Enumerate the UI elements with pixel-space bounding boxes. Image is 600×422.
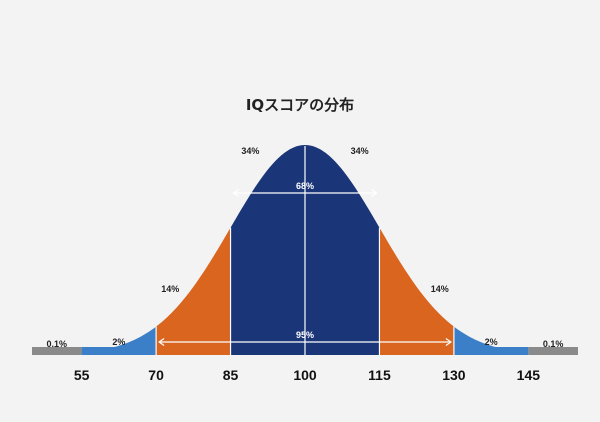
span-label-0: 68% [296,181,314,191]
band-label-1: 2% [112,337,125,347]
span-arrowhead-right-1 [445,338,452,346]
band-0 [32,347,82,355]
x-tick-label-3: 100 [293,367,317,383]
span-label-1: 95% [296,330,314,340]
band-7 [528,347,578,355]
span-arrowhead-right-0 [371,189,378,197]
x-tick-label-5: 130 [442,367,466,383]
x-tick-label-2: 85 [223,367,239,383]
band-2 [156,227,231,355]
x-tick-label-1: 70 [148,367,164,383]
band-label-7: 0.1% [543,339,564,349]
band-1 [81,326,157,355]
band-label-3: 34% [241,146,259,156]
band-5 [379,227,454,355]
x-tick-label-0: 55 [74,367,90,383]
band-label-6: 2% [485,337,498,347]
band-label-2: 14% [161,284,179,294]
x-axis-ticks: 55 70 85 100 115 130 145 [74,367,540,383]
band-4 [305,145,380,355]
chart-title: IQスコアの分布 [246,96,354,114]
x-tick-label-6: 145 [517,367,541,383]
band-label-0: 0.1% [47,339,68,349]
span-arrowhead-left-1 [158,338,165,346]
distribution-bands [32,145,578,355]
band-label-5: 14% [431,284,449,294]
x-tick-label-4: 115 [368,367,391,383]
span-arrowhead-left-0 [232,189,239,197]
band-6 [453,326,529,355]
band-3 [230,145,305,355]
overlay-lines [155,146,455,355]
band-label-4: 34% [351,146,369,156]
band-labels: 68% 95% 0.1% 2% 14% 34% 34% 14% 2% 0.1% [47,146,564,349]
